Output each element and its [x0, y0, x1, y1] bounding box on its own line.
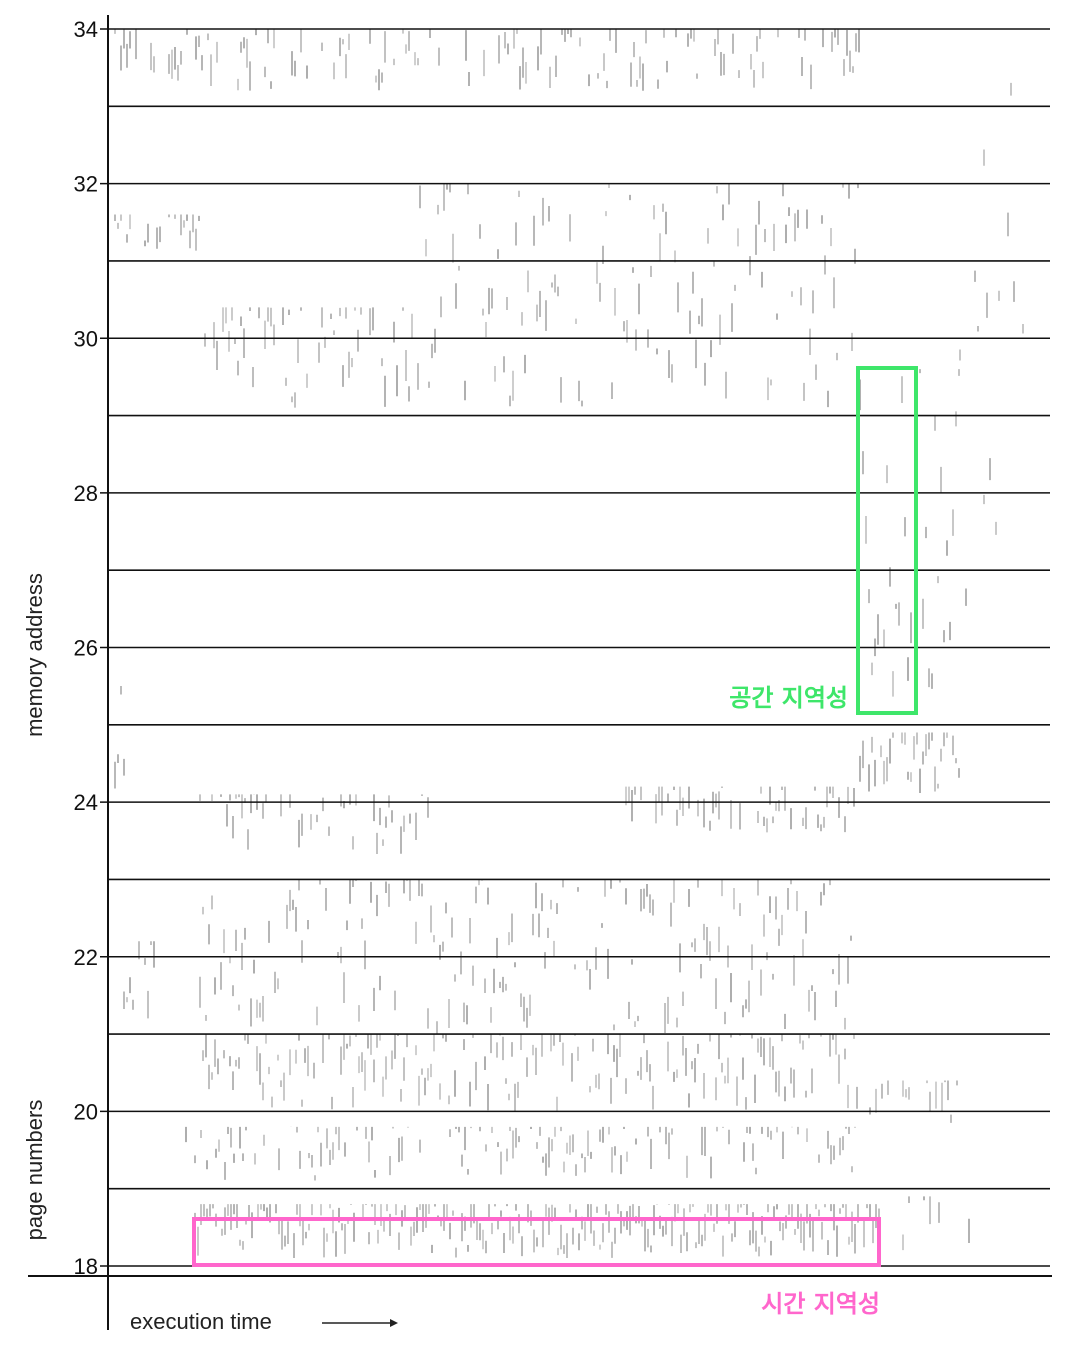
spatial-locality-label: 공간 지역성 — [729, 684, 848, 712]
y-tick-label: 32 — [74, 172, 98, 197]
page-grid — [108, 28, 1050, 1267]
y-tick-label: 28 — [74, 481, 98, 506]
y-axis-label-lower: page numbers — [22, 1100, 47, 1241]
y-tick-label: 24 — [74, 790, 98, 815]
y-tick-label: 34 — [74, 17, 98, 42]
spatial-locality-box — [856, 366, 918, 715]
y-tick-labels: 34 32 30 28 26 24 22 20 18 — [74, 17, 108, 1279]
x-axis-arrow-icon — [322, 1319, 398, 1327]
y-tick-label: 18 — [74, 1254, 98, 1279]
y-tick-label: 22 — [74, 945, 98, 970]
y-axis-label-upper: memory address — [22, 573, 47, 737]
temporal-locality-label: 시간 지역성 — [761, 1290, 880, 1318]
y-tick-label: 30 — [74, 326, 98, 351]
reference-trace — [114, 29, 1024, 1258]
y-tick-label: 20 — [74, 1099, 98, 1124]
y-tick-label: 26 — [74, 636, 98, 661]
temporal-locality-box — [192, 1217, 881, 1267]
x-axis-label: execution time — [130, 1309, 272, 1334]
